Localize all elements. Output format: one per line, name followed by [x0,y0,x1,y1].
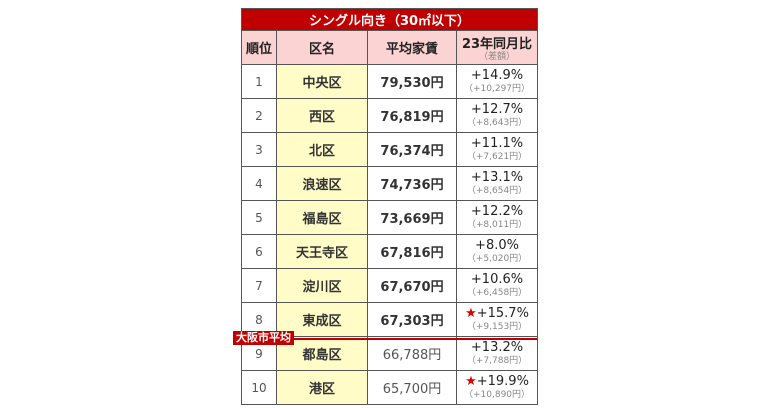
ward-name-cell: 北区 [276,132,368,167]
header-change: 23年同月比 （差額） [455,30,539,65]
rank-cell: 3 [241,132,277,167]
ward-name-cell: 都島区 [276,336,368,371]
change-cell: +10.6% （+6,458円） [455,268,539,303]
change-diff: （+5,020円） [466,254,528,264]
ward-name-cell: 天王寺区 [276,234,368,269]
change-percent: +10.6% [470,272,524,287]
rank-cell: 4 [241,166,277,201]
table-row: 8 東成区 67,303円 ★+15.7% （+9,153円） [241,302,539,337]
change-cell: +12.2% （+8,011円） [455,200,539,235]
rent-cell: 74,736円 [367,166,457,201]
table-row: 10 港区 65,700円 ★+19.9% （+10,890円） [241,370,539,405]
change-cell: ★+19.9% （+10,890円） [455,370,539,405]
rank-cell: 2 [241,98,277,133]
change-diff: （+10,297円） [463,84,531,94]
table-row: 7 淀川区 67,670円 +10.6% （+6,458円） [241,268,539,303]
change-diff: （+8,011円） [466,220,528,230]
change-cell: +12.7% （+8,643円） [455,98,539,133]
change-diff: （+8,643円） [466,118,528,128]
rent-cell: 65,700円 [367,370,457,405]
header-change-sub: （差額） [479,51,516,62]
table-row: 5 福島区 73,669円 +12.2% （+8,011円） [241,200,539,235]
ward-name-cell: 中央区 [276,64,368,99]
change-diff: （+8,654円） [466,186,528,196]
change-percent: +19.9% [476,374,529,389]
star-icon: ★ [465,374,477,389]
rent-cell: 67,670円 [367,268,457,303]
change-cell: +8.0% （+5,020円） [455,234,539,269]
change-cell: +13.1% （+8,654円） [455,166,539,201]
change-percent: +15.7% [476,306,529,321]
change-percent: +12.7% [470,102,524,117]
change-percent: +14.9% [470,68,524,83]
table-row: 2 西区 76,819円 +12.7% （+8,643円） [241,98,539,133]
ward-name-cell: 西区 [276,98,368,133]
rent-cell: 73,669円 [367,200,457,235]
change-diff: （+6,458円） [466,288,528,298]
change-cell: +13.2% （+7,788円） [455,336,539,371]
rank-cell: 10 [241,370,277,405]
header-name: 区名 [276,30,368,65]
ranking-table: シングル向き（30㎡以下） 順位 区名 平均家賃 23年同月比 （差額） 1 中央… [240,8,539,405]
rank-cell: 1 [241,64,277,99]
change-percent: +11.1% [470,136,524,151]
average-label: 大阪市平均 [233,331,294,345]
table-row: 3 北区 76,374円 +11.1% （+7,621円） [241,132,539,167]
rank-cell: 7 [241,268,277,303]
rank-cell: 5 [241,200,277,235]
ward-name-cell: 港区 [276,370,368,405]
rent-cell: 79,530円 [367,64,457,99]
change-diff: （+9,153円） [466,322,528,332]
change-percent: +13.1% [470,170,524,185]
header-rank: 順位 [241,30,277,65]
rent-cell: 67,816円 [367,234,457,269]
change-diff: （+7,788円） [466,356,528,366]
table-title: シングル向き（30㎡以下） [240,8,539,31]
ward-name-cell: 福島区 [276,200,368,235]
table-row: 4 浪速区 74,736円 +13.1% （+8,654円） [241,166,539,201]
rank-cell: 6 [241,234,277,269]
table-row: 6 天王寺区 67,816円 +8.0% （+5,020円） [241,234,539,269]
change-cell: +11.1% （+7,621円） [455,132,539,167]
rent-cell: 76,819円 [367,98,457,133]
change-cell: ★+15.7% （+9,153円） [455,302,539,337]
average-divider-line [233,338,537,340]
change-diff: （+7,621円） [466,152,528,162]
change-percent: +13.2% [470,340,524,355]
change-percent: +12.2% [470,204,524,219]
header-rent: 平均家賃 [367,30,457,65]
change-percent: +8.0% [475,238,519,253]
star-icon: ★ [465,306,477,321]
ward-name-cell: 淀川区 [276,268,368,303]
table-row: 1 中央区 79,530円 +14.9% （+10,297円） [241,64,539,99]
change-diff: （+10,890円） [463,390,531,400]
rent-cell: 66,788円 [367,336,457,371]
rent-cell: 67,303円 [367,302,457,337]
change-cell: +14.9% （+10,297円） [455,64,539,99]
rent-cell: 76,374円 [367,132,457,167]
ward-name-cell: 浪速区 [276,166,368,201]
